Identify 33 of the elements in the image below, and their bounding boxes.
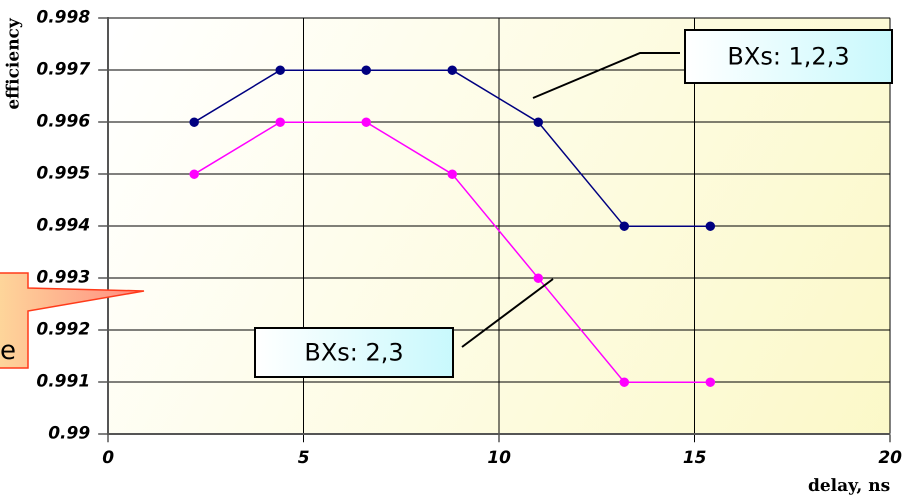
point: [534, 273, 544, 283]
x-tick-label: 10: [487, 448, 512, 468]
y-tick-label: 0.994: [36, 216, 90, 236]
point: [275, 65, 285, 75]
point: [361, 117, 371, 127]
point: [620, 377, 630, 387]
point: [361, 65, 371, 75]
point: [448, 169, 457, 179]
y-tick-label: 0.992: [36, 320, 90, 340]
text: BXs: 1,2,3: [727, 42, 850, 71]
point: [275, 117, 285, 127]
y-tick-label: 0.998: [36, 8, 90, 28]
y-tick-label: 0.99: [48, 424, 90, 444]
y-tick-label: 0.997: [36, 60, 90, 80]
y-tick-label: 0.995: [36, 164, 90, 184]
point: [706, 377, 716, 387]
point: [706, 221, 716, 231]
x-tick-label: 0: [102, 448, 114, 468]
x-tick-label: 5: [298, 448, 310, 468]
y-tick-label: 0.991: [36, 372, 90, 392]
point: [448, 65, 457, 75]
point: [620, 221, 630, 231]
x-axis-title: delay, ns: [808, 476, 890, 496]
point: [534, 117, 544, 127]
point: [189, 117, 199, 127]
x-tick-label: 15: [682, 448, 707, 468]
text: e: [0, 336, 16, 366]
point: [189, 169, 199, 179]
y-tick-label: 0.993: [36, 268, 90, 288]
text: BXs: 2,3: [304, 338, 404, 367]
y-tick-label: 0.996: [36, 112, 90, 132]
y-axis-title: efficiency: [4, 17, 24, 110]
x-tick-label: 20: [878, 448, 902, 468]
